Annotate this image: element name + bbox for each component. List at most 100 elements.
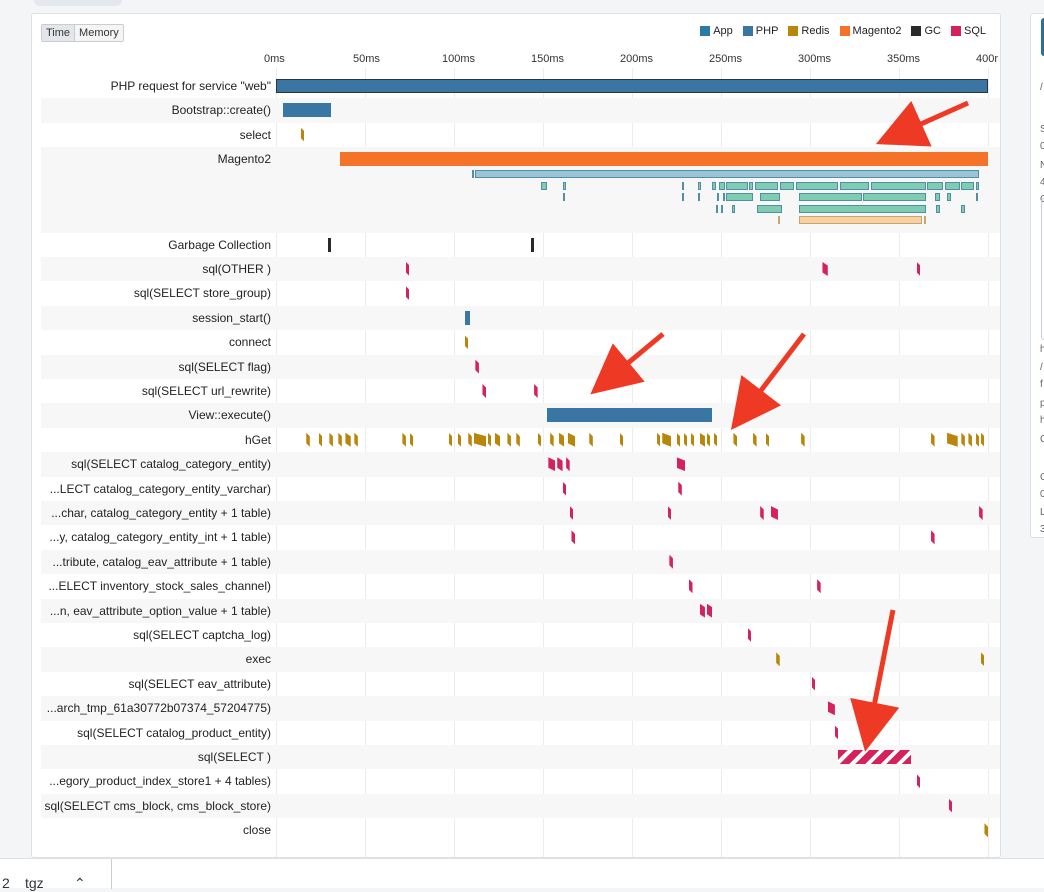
timeline-row[interactable]: View::execute() (41, 403, 1000, 428)
timeline-row[interactable]: Bootstrap::create() (41, 98, 1000, 123)
sql-span-bar[interactable] (688, 579, 693, 594)
gc-span-bar[interactable] (530, 237, 535, 252)
redis-span-bar[interactable] (468, 432, 472, 447)
php-span-bar[interactable] (283, 103, 332, 118)
php-span-bar[interactable] (276, 79, 988, 93)
magento-child-span[interactable] (681, 181, 684, 190)
timeline-row[interactable]: ...tribute, catalog_eav_attribute + 1 ta… (41, 549, 1000, 575)
redis-span-bar[interactable] (947, 432, 958, 447)
magento-child-span[interactable] (799, 204, 926, 213)
redis-span-bar[interactable] (980, 652, 985, 667)
magento-child-span[interactable] (541, 181, 547, 190)
magento-child-span[interactable] (945, 181, 960, 190)
sql-span-bar[interactable] (770, 506, 778, 520)
redis-span-bar[interactable] (516, 432, 520, 447)
sql-span-bar[interactable] (571, 530, 576, 545)
sql-span-bar[interactable] (405, 286, 410, 301)
magento-child-span[interactable] (934, 193, 940, 202)
redis-span-bar[interactable] (713, 432, 718, 447)
sql-hatch-span-bar[interactable] (838, 750, 912, 764)
magento-child-span[interactable] (715, 204, 718, 213)
magento-child-span[interactable] (749, 181, 754, 190)
timeline-row[interactable]: ...y, catalog_category_entity_int + 1 ta… (41, 525, 1000, 549)
magento-child-span[interactable] (870, 181, 926, 190)
magento-child-span[interactable] (697, 181, 702, 190)
timeline-row[interactable]: ...ELECT inventory_stock_sales_channel) (41, 574, 1000, 598)
sql-span-bar[interactable] (747, 628, 752, 642)
timeline-row[interactable]: PHP request for service "web" (41, 74, 1000, 98)
sql-span-bar[interactable] (817, 579, 821, 594)
redis-span-bar[interactable] (753, 432, 757, 447)
timeline-row[interactable]: sql(SELECT eav_attribute) (41, 672, 1000, 696)
redis-span-bar[interactable] (507, 432, 511, 447)
magento-child-span[interactable] (475, 170, 980, 179)
sql-span-bar[interactable] (676, 457, 686, 472)
redis-span-bar[interactable] (300, 127, 305, 142)
redis-span-bar[interactable] (448, 432, 453, 447)
magento-child-span[interactable] (779, 181, 794, 190)
magento-child-span[interactable] (717, 193, 720, 202)
php-span-bar[interactable] (464, 310, 470, 325)
magento-child-span[interactable] (975, 193, 978, 202)
timeline-row[interactable]: hGet (41, 428, 1000, 452)
redis-span-bar[interactable] (706, 432, 711, 447)
sql-span-bar[interactable] (822, 262, 828, 276)
redis-span-bar[interactable] (968, 432, 972, 447)
magento-child-span[interactable] (726, 193, 754, 202)
magento-span-bar[interactable] (340, 152, 988, 167)
sql-span-bar[interactable] (548, 457, 556, 472)
redis-span-bar[interactable] (473, 432, 487, 447)
redis-span-bar[interactable] (589, 432, 593, 447)
magento-child-span[interactable] (840, 181, 869, 190)
magento-child-span[interactable] (719, 181, 725, 190)
redis-span-bar[interactable] (931, 432, 935, 447)
sql-span-bar[interactable] (534, 384, 538, 398)
timeline-row[interactable]: sql(SELECT cms_block, cms_block_store) (41, 793, 1000, 819)
redis-span-bar[interactable] (984, 823, 988, 838)
redis-span-bar[interactable] (683, 432, 688, 447)
redis-span-bar[interactable] (318, 432, 323, 447)
redis-span-bar[interactable] (733, 432, 737, 447)
sql-span-bar[interactable] (699, 603, 705, 618)
magento-child-span[interactable] (947, 193, 951, 202)
sql-span-bar[interactable] (916, 774, 921, 789)
timeline-row[interactable]: close (41, 818, 1000, 842)
timeline-row[interactable]: ...n, eav_attribute_option_value + 1 tab… (41, 598, 1000, 623)
magento-child-span[interactable] (681, 193, 684, 202)
timeline-row[interactable]: connect (41, 330, 1000, 354)
magento-child-span[interactable] (721, 204, 723, 213)
redis-span-bar[interactable] (676, 432, 681, 447)
redis-span-bar[interactable] (690, 432, 695, 447)
sql-span-bar[interactable] (667, 506, 672, 520)
timeline-row[interactable]: sql(SELECT url_rewrite) (41, 379, 1000, 403)
sql-span-bar[interactable] (678, 481, 682, 496)
magento-child-span[interactable] (927, 181, 944, 190)
timeline-row[interactable]: ...LECT catalog_category_entity_varchar) (41, 477, 1000, 501)
sql-span-bar[interactable] (405, 262, 410, 276)
redis-span-bar[interactable] (487, 432, 492, 447)
magento-child-span[interactable] (712, 181, 716, 190)
sql-span-bar[interactable] (948, 798, 953, 813)
chevron-up-icon[interactable]: ⌃ (74, 875, 86, 891)
redis-span-bar[interactable] (329, 432, 333, 447)
timeline-row[interactable]: ...arch_tmp_61a30772b07374_57204775) (41, 696, 1000, 721)
magento-child-span[interactable] (923, 216, 926, 225)
sql-span-bar[interactable] (760, 506, 764, 520)
magento-child-span[interactable] (961, 204, 965, 213)
magento-child-span[interactable] (722, 193, 725, 202)
redis-span-bar[interactable] (961, 432, 965, 447)
timeline-row[interactable]: exec (41, 647, 1000, 672)
redis-span-bar[interactable] (457, 432, 462, 447)
timeline-row[interactable]: sql(SELECT ) (41, 745, 1000, 770)
magento-child-span[interactable] (562, 193, 565, 202)
timeline-row[interactable]: sql(OTHER ) (41, 257, 1000, 282)
sql-span-bar[interactable] (706, 603, 713, 618)
timeline-row[interactable]: sql(SELECT store_group) (41, 281, 1000, 305)
redis-span-bar[interactable] (980, 432, 985, 447)
magento-child-span[interactable] (799, 216, 923, 225)
timeline-row[interactable]: sql(SELECT flag) (41, 354, 1000, 379)
php-span-bar[interactable] (546, 408, 713, 423)
timeline-row[interactable]: Magento2 (41, 147, 1000, 233)
sql-span-bar[interactable] (482, 384, 487, 398)
timeline-row[interactable]: sql(SELECT catalog_product_entity) (41, 721, 1000, 745)
